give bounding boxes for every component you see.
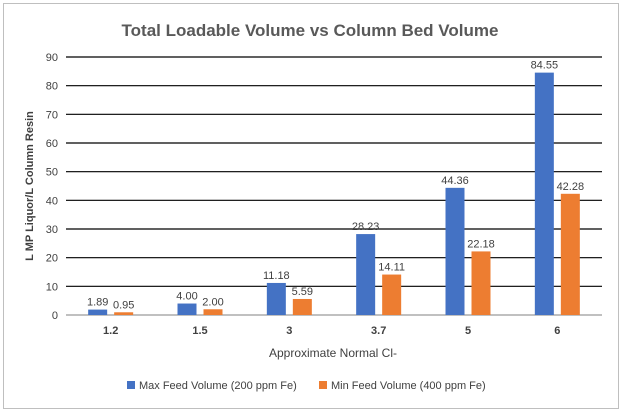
bar-max-3 bbox=[266, 282, 286, 315]
bar-max-1.5 bbox=[177, 303, 197, 315]
y-tick-label: 40 bbox=[46, 195, 58, 207]
legend: Max Feed Volume (200 ppm Fe) Min Feed Vol… bbox=[127, 380, 486, 392]
y-tick-label: 10 bbox=[46, 281, 58, 293]
x-tick-label: 3.7 bbox=[371, 325, 386, 337]
y-tick-labels: 0 10 20 30 40 50 60 70 80 90 bbox=[46, 52, 58, 322]
data-labels: 1.89 0.95 4.00 2.00 11.185.59 28.23 14.11 44.36… bbox=[87, 60, 584, 312]
legend-label-min: Min Feed Volume (400 ppm Fe) bbox=[331, 380, 486, 392]
bar-max-5 bbox=[445, 187, 465, 315]
bar-min-6 bbox=[560, 193, 580, 315]
y-tick-label: 30 bbox=[46, 224, 58, 236]
data-label: 11.18 bbox=[263, 270, 290, 282]
legend-label-max: Max Feed Volume (200 ppm Fe) bbox=[139, 380, 297, 392]
chart-frame bbox=[3, 3, 619, 409]
legend-swatch-max bbox=[127, 381, 135, 389]
x-tick-label: 1.5 bbox=[192, 325, 207, 337]
x-axis-title: Approximate Normal Cl- bbox=[269, 346, 397, 360]
bar-min-1.2 bbox=[114, 312, 134, 315]
y-tick-label: 60 bbox=[46, 138, 58, 150]
x-tick-labels: 1.2 1.5 3 3.7 5 6 bbox=[103, 325, 560, 337]
bar-max-6 bbox=[534, 72, 554, 315]
bar-max-1.2 bbox=[88, 309, 108, 315]
grid-layer bbox=[66, 56, 602, 316]
data-label: 5.59 bbox=[292, 286, 313, 298]
y-tick-label: 80 bbox=[46, 81, 58, 93]
x-tick-label: 5 bbox=[465, 325, 471, 337]
data-label: 2.00 bbox=[202, 296, 223, 308]
bar-max-3.7 bbox=[356, 234, 376, 315]
y-tick-label: 20 bbox=[46, 253, 58, 265]
y-tick-label: 70 bbox=[46, 109, 58, 121]
y-tick-label: 50 bbox=[46, 167, 58, 179]
x-tick-label: 1.2 bbox=[103, 325, 118, 337]
data-label: 44.36 bbox=[441, 175, 469, 187]
bar-min-1.5 bbox=[203, 309, 223, 315]
x-tick-label: 3 bbox=[286, 325, 292, 337]
data-label: 0.95 bbox=[113, 299, 134, 311]
data-label: 22.18 bbox=[467, 238, 495, 250]
bar-layer bbox=[88, 72, 580, 315]
x-tick-label: 6 bbox=[554, 325, 560, 337]
data-label: 84.55 bbox=[531, 60, 559, 72]
data-label: 28.23 bbox=[352, 221, 380, 233]
y-tick-label: 0 bbox=[52, 310, 58, 322]
y-tick-label: 90 bbox=[46, 52, 58, 64]
bar-min-3.7 bbox=[382, 274, 402, 315]
data-label: 14.11 bbox=[378, 262, 405, 274]
data-label: 42.28 bbox=[557, 181, 585, 193]
data-label: 4.00 bbox=[176, 291, 197, 303]
data-label: 1.89 bbox=[87, 297, 108, 309]
chart-title: Total Loadable Volume vs Column Bed Volu… bbox=[122, 21, 499, 40]
bar-min-3 bbox=[292, 298, 312, 315]
legend-swatch-min bbox=[319, 381, 327, 389]
bar-min-5 bbox=[471, 251, 491, 315]
y-axis-title: L MP Liquor/L Column Resin bbox=[24, 111, 36, 261]
